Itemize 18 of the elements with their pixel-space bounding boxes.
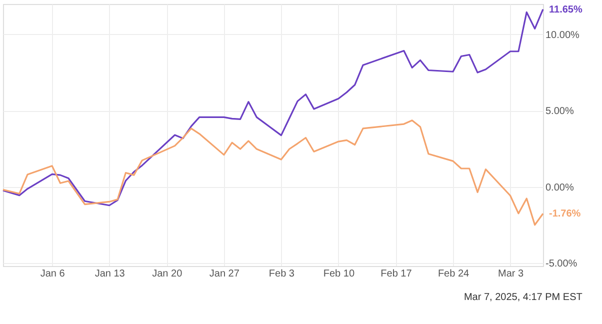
y-tick-label: 10.00% [546,30,580,41]
x-tick-label: Mar 3 [498,268,524,280]
y-tick-label: 0.00% [546,182,574,194]
line-series [2,120,544,226]
y-tick-label: -5.00% [546,258,578,270]
line-series [2,8,544,206]
x-tick-label: Jan 13 [94,268,126,280]
x-tick-label: Feb 10 [323,268,355,280]
x-tick-label: Jan 20 [152,268,183,280]
x-tick-label: Feb 24 [438,268,470,280]
x-tick-label: Jan 6 [40,268,66,280]
x-tick-label: Feb 17 [380,268,412,280]
y-tick-label: 5.00% [546,106,574,118]
data-label: -1.76% [549,208,581,220]
x-tick-label: Feb 3 [268,268,295,280]
text: Mar 7, 2025, 4:17 PM EST [464,292,582,303]
data-label: 11.65% [549,4,582,16]
x-tick-label: Jan 27 [209,268,240,280]
